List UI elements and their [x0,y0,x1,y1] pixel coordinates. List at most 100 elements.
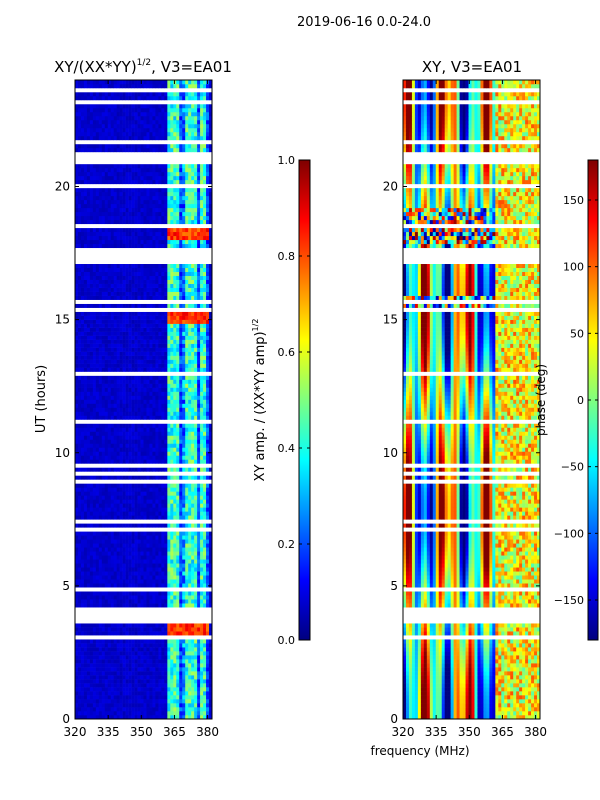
heatmap-cell [113,539,117,544]
heatmap-cell [203,411,207,416]
heatmap-cell [140,315,144,320]
heatmap-cell [197,599,201,604]
heatmap-cell [125,639,129,644]
heatmap-cell [104,575,109,580]
heatmap-cell [77,423,82,428]
heatmap-cell [179,379,183,384]
heatmap-cell [170,579,174,584]
heatmap-cell [80,711,85,716]
heatmap-cell [86,339,91,344]
heatmap-cell [185,671,189,676]
heatmap-cell [158,311,162,316]
heatmap-cell [113,535,117,540]
heatmap-cell [149,335,153,340]
heatmap-cell [89,235,94,241]
heatmap-cell [116,475,120,480]
heatmap-cell [176,379,180,384]
heatmap-cell [173,487,177,492]
heatmap-cell [110,539,115,544]
heatmap-cell [176,215,180,221]
heatmap-cell [200,391,204,396]
heatmap-cell [98,495,103,500]
heatmap-cell [104,599,109,604]
heatmap-cell [164,455,168,460]
heatmap-cell [194,359,198,364]
heatmap-cell [86,411,91,416]
heatmap-cell [143,263,147,269]
heatmap-cell [170,451,174,456]
heatmap-cell [209,439,213,444]
heatmap-cell [146,263,150,269]
heatmap-cell [113,323,117,328]
heatmap-cell [113,679,117,684]
heatmap-cell [173,227,177,233]
heatmap-cell [119,603,123,608]
heatmap-cell [167,551,171,556]
heatmap-cell [194,263,198,269]
heatmap-cell [101,291,106,296]
heatmap-cell [158,595,162,600]
heatmap-cell [128,355,132,360]
heatmap-cell [188,583,192,588]
heatmap-cell [200,555,204,560]
heatmap-cell [101,483,106,488]
heatmap-cell [80,427,85,432]
heatmap-cell [209,271,213,276]
heatmap-cell [89,503,94,508]
heatmap-cell [206,583,210,588]
heatmap-cell [101,643,106,648]
heatmap-cell [128,515,132,520]
heatmap-cell [191,507,195,512]
heatmap-cell [176,263,180,269]
heatmap-cell [89,631,94,636]
heatmap-cell [83,639,88,644]
heatmap-cell [206,603,210,608]
heatmap-cell [107,583,112,588]
heatmap-cell [75,707,79,712]
heatmap-cell [167,683,171,688]
heatmap-cell [161,531,165,536]
heatmap-cell [110,687,115,692]
heatmap-cell [164,347,168,352]
heatmap-cell [107,363,112,368]
heatmap-cell [206,455,210,460]
heatmap-cell [149,603,153,608]
heatmap-cell [80,543,85,548]
heatmap-cell [134,379,138,384]
heatmap-cell [113,575,117,580]
heatmap-cell [86,203,91,209]
heatmap-cell [98,427,103,432]
heatmap-cell [170,211,174,217]
heatmap-cell [188,363,192,368]
heatmap-cell [158,295,162,300]
heatmap-cell [98,279,103,284]
heatmap-cell [125,715,129,720]
heatmap-cell [101,431,106,436]
heatmap-cell [128,267,132,272]
heatmap-cell [89,567,94,572]
heatmap-cell [170,531,174,536]
heatmap-cell [113,271,117,276]
heatmap-cell [83,603,88,608]
heatmap-cell [155,507,159,512]
heatmap-cell [182,567,186,572]
heatmap-cell [101,703,106,708]
heatmap-cell [125,459,129,464]
heatmap-cell [161,227,165,233]
heatmap-cell [119,543,123,548]
heatmap-cell [149,539,153,544]
heatmap-cell [128,667,132,672]
heatmap-cell [206,423,210,428]
heatmap-cell [98,603,103,608]
heatmap-cell [122,355,126,360]
heatmap-cell [182,275,186,280]
heatmap-cell [131,687,135,692]
heatmap-cell [122,399,126,404]
heatmap-cell [140,439,144,444]
heatmap-cell [80,367,85,372]
heatmap-cell [197,639,201,644]
heatmap-cell [179,411,183,416]
heatmap-cell [104,715,109,720]
heatmap-cell [104,639,109,644]
heatmap-cell [170,355,174,360]
